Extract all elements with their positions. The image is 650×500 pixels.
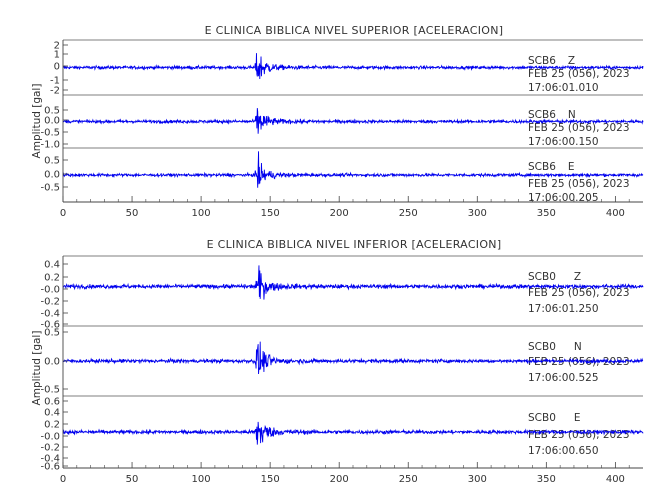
record-date: FEB 25 (056), 2023	[528, 122, 630, 134]
y-tick-label: 1	[54, 50, 60, 61]
record-date: FEB 25 (056), 2023	[528, 178, 630, 190]
y-axis-label-upper: Amplitud [gal]	[31, 84, 43, 159]
y-tick-label: 0.5	[44, 156, 60, 167]
y-tick-label: 0.4	[44, 260, 60, 271]
x-tick-label: 300	[468, 474, 487, 485]
record-time: 17:06:00.525	[528, 372, 599, 384]
y-tick-label: -0.0	[40, 285, 60, 296]
y-tick-label: -0.4	[40, 454, 60, 465]
station-code: SCB6	[528, 109, 556, 121]
x-tick-label: 350	[537, 474, 556, 485]
y-tick-label: 0	[54, 62, 60, 73]
component-code: Z	[574, 271, 581, 283]
x-tick-label: 400	[606, 208, 625, 219]
x-tick-label: 50	[126, 208, 139, 219]
y-tick-label: -0.4	[40, 309, 60, 320]
record-time: 17:06:00.150	[528, 136, 599, 148]
y-tick-label: 0.5	[44, 328, 60, 339]
waveform-series	[62, 151, 644, 188]
x-tick-label: 250	[399, 474, 418, 485]
y-tick-label: 0.0	[44, 357, 60, 368]
component-code: E	[568, 161, 575, 173]
record-date: FEB 25 (056), 2023	[528, 68, 630, 80]
y-tick-label: 0.0	[44, 116, 60, 127]
x-tick-label: 200	[330, 208, 349, 219]
waveform-series	[62, 341, 644, 375]
station-code: SCB6	[528, 55, 556, 67]
y-tick-label: 0.4	[44, 408, 60, 419]
x-tick-label: 350	[537, 208, 556, 219]
y-tick-label: 0.6	[44, 397, 60, 408]
station-code: SCB0	[528, 412, 556, 424]
station-label-scb6-e: SCB6 E FEB 25 (056), 2023 17:06:00.205	[528, 161, 630, 204]
x-tick-label: 100	[192, 474, 211, 485]
station-code: SCB0	[528, 271, 556, 283]
y-tick-label: 2	[54, 41, 60, 52]
x-tick-label: 300	[468, 208, 487, 219]
y-tick-label: -0.5	[40, 385, 60, 396]
component-code: Z	[568, 55, 575, 67]
waveform-series	[62, 265, 644, 300]
record-date: FEB 25 (056), 2023	[528, 287, 630, 299]
waveform-series	[62, 108, 644, 134]
record-time: 17:06:01.010	[528, 82, 599, 94]
x-tick-label: 100	[192, 208, 211, 219]
component-code: E	[574, 412, 581, 424]
y-tick-label: 0.2	[44, 273, 60, 284]
x-tick-label: 150	[261, 474, 280, 485]
y-tick-label: -0.2	[40, 297, 60, 308]
y-tick-label: -0.5	[40, 128, 60, 139]
waveform-series	[62, 421, 644, 445]
station-code: SCB0	[528, 341, 556, 353]
station-component: SCB0 E	[528, 412, 581, 424]
y-tick-label: -0.6	[40, 462, 60, 473]
record-time: 17:06:01.250	[528, 303, 599, 315]
x-tick-label: 400	[606, 474, 625, 485]
record-time: 17:06:00.650	[528, 445, 599, 457]
station-component: SCB0 Z	[528, 271, 581, 283]
station-component: SCB6 E	[528, 161, 575, 173]
x-tick-label: 200	[330, 474, 349, 485]
y-tick-label: -2	[50, 86, 60, 97]
y-tick-label: -1.0	[40, 140, 60, 151]
x-tick-label: 50	[126, 474, 139, 485]
station-code: SCB6	[528, 161, 556, 173]
y-tick-label: 0.0	[44, 170, 60, 181]
y-tick-label: -1	[50, 76, 60, 87]
station-component: SCB6 N	[528, 109, 576, 121]
station-component: SCB0 N	[528, 341, 582, 353]
x-tick-label: 0	[60, 208, 66, 219]
y-tick-label: -0.6	[40, 320, 60, 331]
y-tick-label: -0.2	[40, 443, 60, 454]
station-component: SCB6 Z	[528, 55, 575, 67]
y-tick-label: 0.2	[44, 420, 60, 431]
station-label-scb6-z: SCB6 Z FEB 25 (056), 2023 17:06:01.010	[528, 55, 630, 94]
chart-title-lower: E CLINICA BIBLICA NIVEL INFERIOR [ACELER…	[207, 238, 502, 251]
x-tick-label: 250	[399, 208, 418, 219]
station-label-scb0-z: SCB0 Z FEB 25 (056), 2023 17:06:01.250	[528, 271, 630, 315]
x-tick-label: 0	[60, 474, 66, 485]
chart-title-upper: E CLINICA BIBLICA NIVEL SUPERIOR [ACELER…	[205, 24, 504, 37]
station-label-scb6-n: SCB6 N FEB 25 (056), 2023 17:06:00.150	[528, 109, 630, 148]
waveform-series	[62, 53, 644, 80]
x-tick-label: 150	[261, 208, 280, 219]
component-code: N	[568, 109, 576, 121]
y-tick-label: 0.5	[44, 106, 60, 117]
plot-area: 210-1-20.50.0-0.5-1.00.50.0-0.50 50 100 150…	[40, 39, 644, 485]
y-tick-label: -0.5	[40, 183, 60, 194]
record-time: 17:06:00.205	[528, 192, 599, 204]
y-axis-label-lower: Amplitud [gal]	[31, 331, 43, 406]
component-code: N	[574, 341, 582, 353]
y-tick-label: -0.0	[40, 432, 60, 443]
